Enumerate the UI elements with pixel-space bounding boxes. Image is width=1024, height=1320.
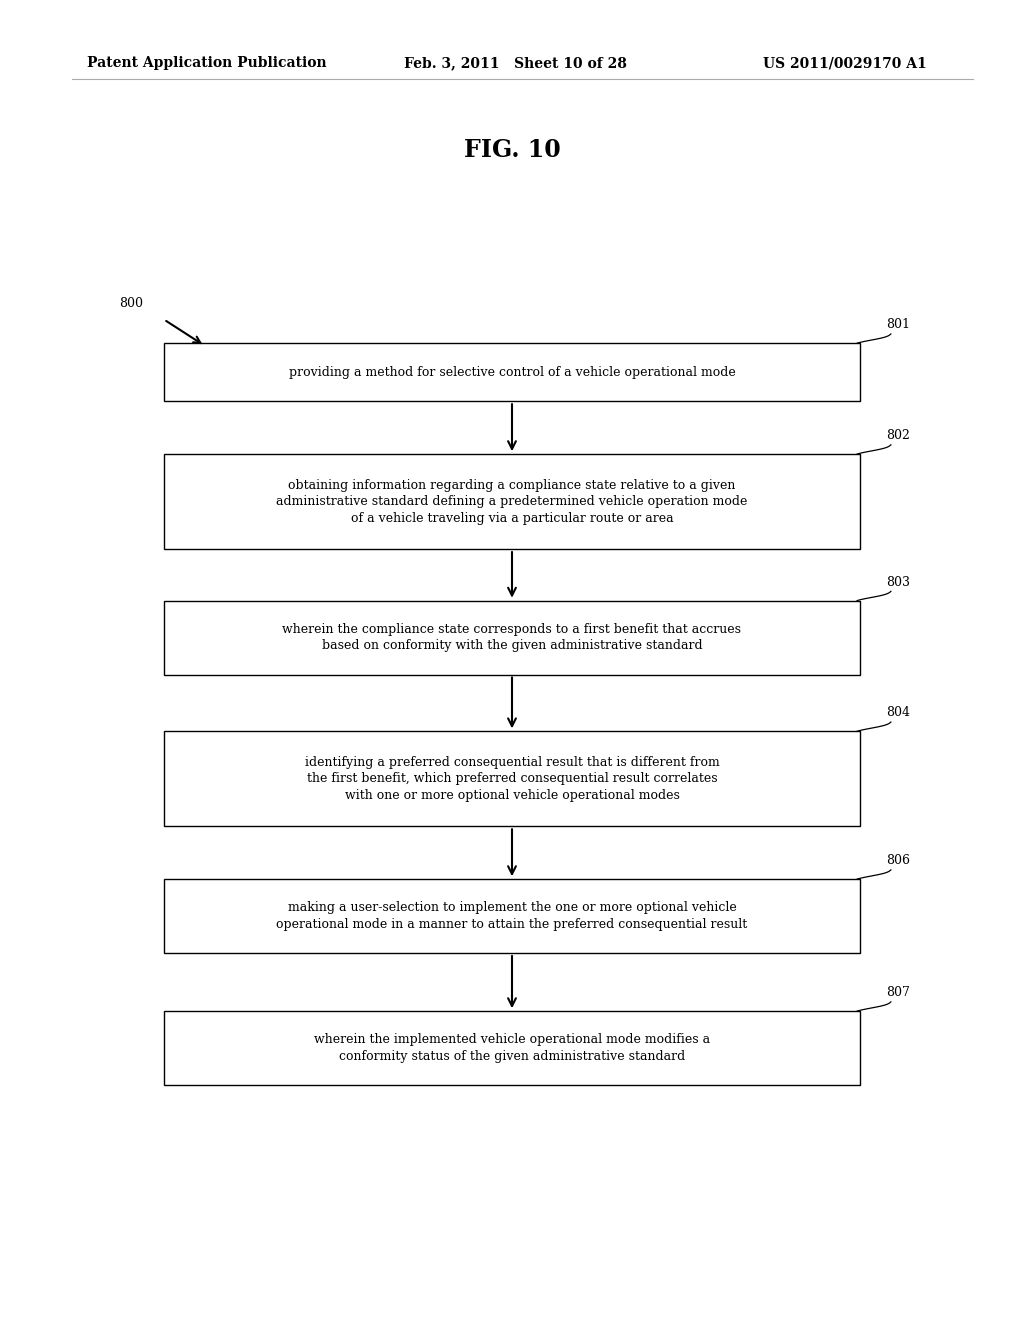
Text: Feb. 3, 2011   Sheet 10 of 28: Feb. 3, 2011 Sheet 10 of 28: [404, 57, 628, 70]
Text: identifying a preferred consequential result that is different from
the first be: identifying a preferred consequential re…: [304, 756, 720, 801]
FancyBboxPatch shape: [164, 343, 860, 401]
Text: 802: 802: [886, 429, 909, 442]
Text: making a user-selection to implement the one or more optional vehicle
operationa: making a user-selection to implement the…: [276, 902, 748, 931]
Text: wherein the compliance state corresponds to a first benefit that accrues
based o: wherein the compliance state corresponds…: [283, 623, 741, 652]
Text: 800: 800: [120, 297, 143, 310]
FancyBboxPatch shape: [164, 601, 860, 675]
Text: 801: 801: [886, 318, 909, 331]
Text: obtaining information regarding a compliance state relative to a given
administr: obtaining information regarding a compli…: [276, 479, 748, 524]
Text: providing a method for selective control of a vehicle operational mode: providing a method for selective control…: [289, 366, 735, 379]
Text: 803: 803: [886, 576, 909, 589]
FancyBboxPatch shape: [164, 454, 860, 549]
Text: wherein the implemented vehicle operational mode modifies a
conformity status of: wherein the implemented vehicle operatio…: [314, 1034, 710, 1063]
FancyBboxPatch shape: [164, 1011, 860, 1085]
Text: 806: 806: [886, 854, 909, 867]
FancyBboxPatch shape: [164, 879, 860, 953]
Text: 804: 804: [886, 706, 909, 719]
Text: FIG. 10: FIG. 10: [464, 139, 560, 162]
Text: US 2011/0029170 A1: US 2011/0029170 A1: [763, 57, 927, 70]
FancyBboxPatch shape: [164, 731, 860, 826]
Text: Patent Application Publication: Patent Application Publication: [87, 57, 327, 70]
Text: 807: 807: [886, 986, 909, 999]
